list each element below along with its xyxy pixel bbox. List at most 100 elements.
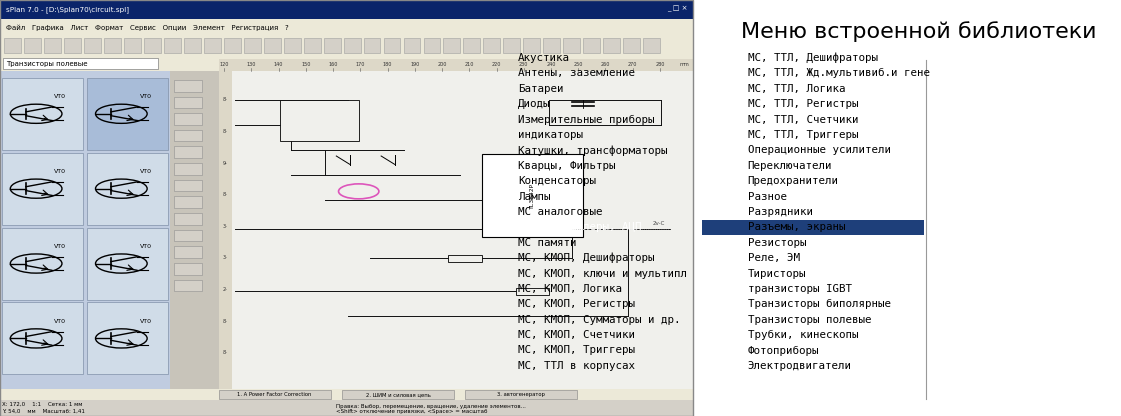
Text: mm: mm [679,62,689,67]
Bar [174,246,202,258]
Bar [204,38,221,53]
Bar [174,80,202,92]
Text: _ □ ×: _ □ × [667,6,687,12]
Text: VT0: VT0 [139,169,151,174]
Bar [64,38,81,53]
Text: sPlan 7.0 - [D:\Splan70\circuit.spl]: sPlan 7.0 - [D:\Splan70\circuit.spl] [6,6,129,12]
Text: 270: 270 [628,62,638,67]
Text: 8-: 8- [223,350,228,355]
Text: Кварцы, Фильтры: Кварцы, Фильтры [518,161,615,171]
Bar [503,38,520,53]
Text: VT0: VT0 [54,94,66,99]
Text: Транзисторы биполярные: Транзисторы биполярные [748,299,891,310]
Text: МС, ТТЛ, Жд.мультивиб.и гене: МС, ТТЛ, Жд.мультивиб.и гене [748,68,929,79]
Text: Переключатели: Переключатели [748,161,832,171]
Text: 8-: 8- [223,192,228,197]
Text: 2. ШИМ и силовая цепь: 2. ШИМ и силовая цепь [365,392,430,397]
Bar [603,38,620,53]
Bar [2,153,83,225]
Bar [424,38,441,53]
Text: 250: 250 [574,62,583,67]
Text: индикаторы: индикаторы [518,130,583,140]
Text: VT0: VT0 [54,319,66,324]
Text: VT0: VT0 [139,244,151,249]
Text: 280: 280 [656,62,665,67]
Text: 240: 240 [546,62,556,67]
Text: МС, КМОП, ключи и мультипл: МС, КМОП, ключи и мультипл [518,268,687,278]
Text: VT0: VT0 [54,169,66,174]
Text: Резисторы: Резисторы [748,238,806,248]
Bar [0,71,170,389]
Bar [219,71,232,389]
Bar [2,78,83,150]
Bar [174,263,202,275]
Text: Диоды: Диоды [518,99,550,109]
Text: 9-: 9- [223,161,228,166]
Text: 8-: 8- [223,129,228,134]
Bar [463,38,480,53]
Text: МС контроллеры, АЦП: МС контроллеры, АЦП [518,222,641,232]
Text: 1. A Power Factor Correction: 1. A Power Factor Correction [238,392,312,397]
Text: Транзисторы полевые: Транзисторы полевые [6,61,87,67]
Text: 2-: 2- [223,287,228,292]
Bar [2,302,83,374]
Bar [224,38,241,53]
Bar [219,71,693,389]
Bar [0,389,693,400]
Text: Y: 54,0    мм    Масштаб: 1,41: Y: 54,0 мм Масштаб: 1,41 [2,409,85,414]
Bar [583,38,600,53]
Bar [174,196,202,208]
Text: Электродвигатели: Электродвигатели [748,361,852,371]
Bar [219,390,331,399]
Text: 120: 120 [220,62,229,67]
Bar [25,38,41,53]
Text: Транзисторы полевые: Транзисторы полевые [748,314,871,324]
Bar [124,38,141,53]
Bar [263,38,280,53]
Text: 190: 190 [410,62,419,67]
Text: TL3842P: TL3842P [530,182,535,209]
Bar [219,59,693,71]
Text: Разъемы, экраны: Разъемы, экраны [748,222,845,232]
Bar [0,0,693,416]
Bar [87,302,168,374]
Bar [304,38,321,53]
Bar [104,38,121,53]
Text: Разное: Разное [748,191,787,201]
Text: Катушки, трансформаторы: Катушки, трансформаторы [518,145,667,156]
Text: Файл   Графика   Лист   Формат   Сервис   Опции   Элемент   Регистрация   ?: Файл Графика Лист Формат Сервис Опции Эл… [6,25,288,31]
Text: МС аналоговые: МС аналоговые [518,207,602,217]
Text: МС, ТТЛ, Триггеры: МС, ТТЛ, Триггеры [748,130,859,140]
Bar [284,38,300,53]
Bar [563,38,580,53]
Bar [0,0,693,19]
Text: 200: 200 [437,62,447,67]
Text: Батареи: Батареи [518,84,564,94]
Text: X: 172,0    1:1    Сетка: 1 мм: X: 172,0 1:1 Сетка: 1 мм [2,402,83,407]
Bar [342,390,454,399]
Bar [0,0,693,416]
Bar [693,0,1121,416]
Text: 220: 220 [492,62,501,67]
Text: МС, КМОП, Счетчики: МС, КМОП, Счетчики [518,330,634,340]
Text: МС, КМОП, Логика: МС, КМОП, Логика [518,284,622,294]
Bar [4,38,21,53]
Text: 3. автогенератор: 3. автогенератор [498,392,545,397]
Bar [448,255,482,262]
Bar [174,213,202,225]
Bar [643,38,660,53]
Text: Тиристоры: Тиристоры [748,268,806,278]
Bar [623,38,640,53]
Bar [45,38,62,53]
Bar [174,230,202,241]
Text: МС, ТТЛ, Логика: МС, ТТЛ, Логика [748,84,845,94]
Bar [0,400,693,416]
Bar [444,38,461,53]
Text: 3-: 3- [223,224,228,229]
Text: 210: 210 [464,62,474,67]
Bar [174,280,202,291]
Bar [174,97,202,108]
Bar [0,19,693,37]
Text: МС, ТТЛ, Счетчики: МС, ТТЛ, Счетчики [748,114,859,124]
Text: 8-: 8- [223,319,228,324]
